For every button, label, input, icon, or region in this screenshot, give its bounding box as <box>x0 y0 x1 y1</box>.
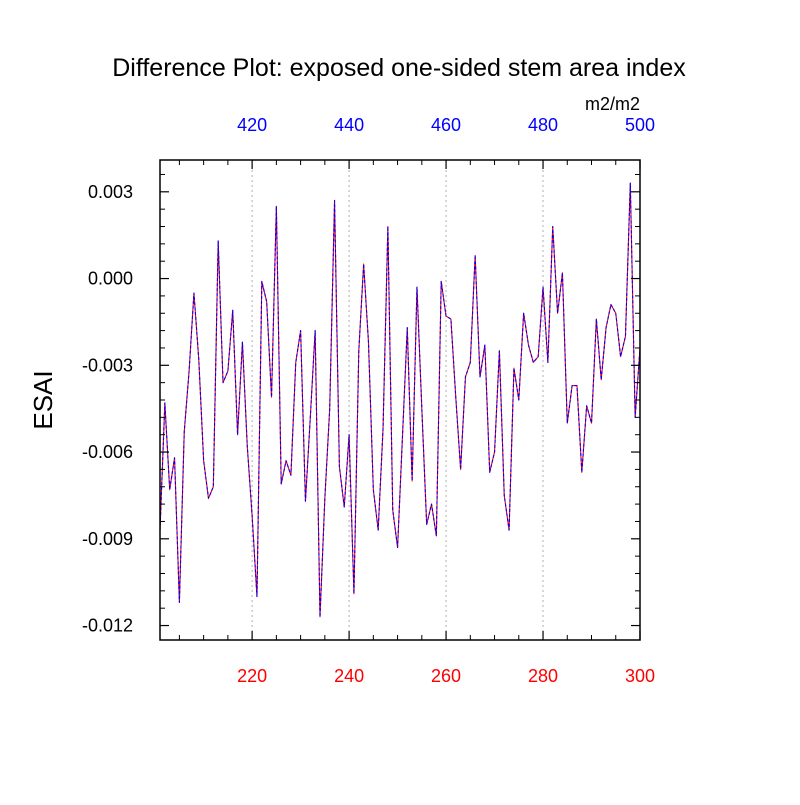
top-tick-label-420: 420 <box>237 115 267 135</box>
bottom-tick-label-260: 260 <box>431 666 461 686</box>
series-line-blue <box>159 182 641 618</box>
y-tick-label--0.006: -0.006 <box>82 442 133 462</box>
top-tick-label-480: 480 <box>528 115 558 135</box>
data-series <box>159 182 641 618</box>
axis-ticks <box>160 160 641 640</box>
plot-frame <box>159 159 641 641</box>
grid-lines <box>251 160 544 640</box>
y-tick-label--0.003: -0.003 <box>82 355 133 375</box>
bottom-tick-label-220: 220 <box>237 666 267 686</box>
y-tick-label--0.009: -0.009 <box>82 529 133 549</box>
chart-title: Difference Plot: exposed one-sided stem … <box>112 54 686 82</box>
top-tick-label-500: 500 <box>625 115 655 135</box>
y-axis-label: ESAI <box>28 370 58 429</box>
bottom-tick-label-240: 240 <box>334 666 364 686</box>
bottom-tick-label-280: 280 <box>528 666 558 686</box>
y-tick-label-0.000: 0.000 <box>88 269 133 289</box>
y-tick-label-0.003: 0.003 <box>88 182 133 202</box>
tick-labels: 220 240 260 280 300 420 440 460 480 500 0.003 0.000… <box>82 115 655 686</box>
series-line-red <box>159 182 641 618</box>
top-tick-label-460: 460 <box>431 115 461 135</box>
top-tick-label-440: 440 <box>334 115 364 135</box>
units-label: m2/m2 <box>585 94 640 114</box>
bottom-tick-label-300: 300 <box>625 666 655 686</box>
y-tick-label--0.012: -0.012 <box>82 616 133 636</box>
